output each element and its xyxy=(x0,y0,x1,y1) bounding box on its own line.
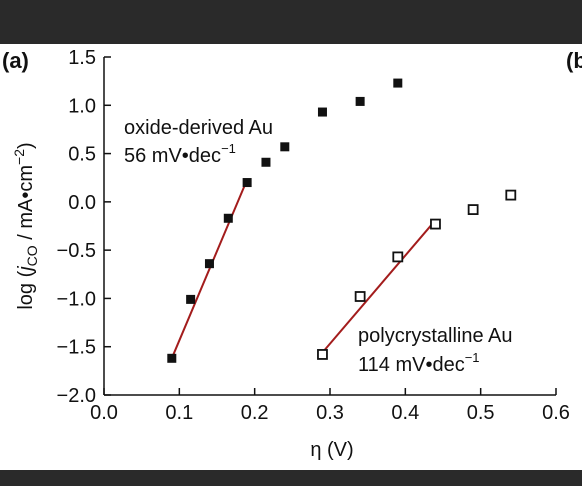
panel-label: (a) xyxy=(2,48,29,73)
oxide-data-point xyxy=(317,107,327,117)
oxide-data-point xyxy=(186,294,196,304)
poly-slope-label: 114 mV•dec−1 xyxy=(358,350,480,376)
poly-data-point xyxy=(317,349,328,360)
poly-data-point xyxy=(505,189,517,201)
poly-data-point xyxy=(467,204,479,215)
y-tick-label: 1.0 xyxy=(68,95,96,117)
y-axis-title-var: j xyxy=(15,266,37,274)
y-axis-title: log (jCO / mA•cm−2) xyxy=(11,142,40,309)
poly-slope-value: 114 mV•dec xyxy=(358,354,465,376)
y-tick-label: −1.0 xyxy=(57,288,96,310)
y-axis-title-sup: −2 xyxy=(11,149,27,165)
oxide-data-point xyxy=(393,78,403,88)
x-tick-label: 0.4 xyxy=(391,402,419,424)
oxide-data-point xyxy=(355,96,365,106)
tafel-chart: (a) (b 0.0 0.1 0.2 0.3 0.4 0.5 0.61.51.00.50.0… xyxy=(2,47,582,461)
poly-series-label: polycrystalline Au xyxy=(358,325,513,347)
x-tick-label: 0.1 xyxy=(165,402,193,424)
poly-data-point xyxy=(354,291,366,302)
poly-fit-line xyxy=(321,219,437,354)
oxide-fit-line xyxy=(170,179,249,359)
y-axis-title-suffix: / mA•cm xyxy=(15,165,37,245)
oxide-slope-sup: −1 xyxy=(221,141,236,156)
y-tick-label: −0.5 xyxy=(57,240,96,262)
oxide-data-point xyxy=(280,142,290,152)
side-panel-label: (b xyxy=(566,48,582,73)
poly-slope-sup: −1 xyxy=(465,350,480,365)
x-tick-label: 0.0 xyxy=(90,402,118,424)
y-axis-title-close: ) xyxy=(15,142,37,149)
oxide-data-point xyxy=(223,213,233,223)
fit-lines xyxy=(170,179,437,359)
oxide-data-point xyxy=(204,259,214,269)
x-axis-title: η (V) xyxy=(310,439,353,461)
chart-panel: (a) (b 0.0 0.1 0.2 0.3 0.4 0.5 0.6 1.5 1.0 0.5 0.0… xyxy=(0,44,582,470)
y-tick-label: 1.5 xyxy=(68,47,96,69)
oxide-slope-label: 56 mV•dec−1 xyxy=(124,141,236,167)
ticks: 0.0 0.1 0.2 0.3 0.4 0.5 0.6 1.5 1.0 0.5 0.0 −0.5 −1.… xyxy=(57,47,570,424)
y-axis-title-prefix: log ( xyxy=(15,270,37,309)
poly-data-point xyxy=(392,251,404,263)
y-tick-label: 0.0 xyxy=(68,192,96,214)
oxide-data-point xyxy=(261,157,271,167)
oxide-data-point xyxy=(242,178,252,188)
y-tick-label: −1.5 xyxy=(57,337,96,359)
poly-data-point xyxy=(430,218,441,230)
y-tick-label: −2.0 xyxy=(57,385,96,407)
y-tick-label: 0.5 xyxy=(68,144,96,166)
x-tick-label: 0.2 xyxy=(241,402,269,424)
oxide-series-label: oxide-derived Au xyxy=(124,117,273,139)
y-axis-title-sub: CO xyxy=(24,245,40,266)
data-markers xyxy=(167,78,517,363)
oxide-slope-value: 56 mV•dec xyxy=(124,145,221,167)
x-tick-label: 0.5 xyxy=(467,402,495,424)
oxide-data-point xyxy=(167,353,177,363)
x-tick-label: 0.6 xyxy=(542,402,570,424)
x-tick-label: 0.3 xyxy=(316,402,344,424)
